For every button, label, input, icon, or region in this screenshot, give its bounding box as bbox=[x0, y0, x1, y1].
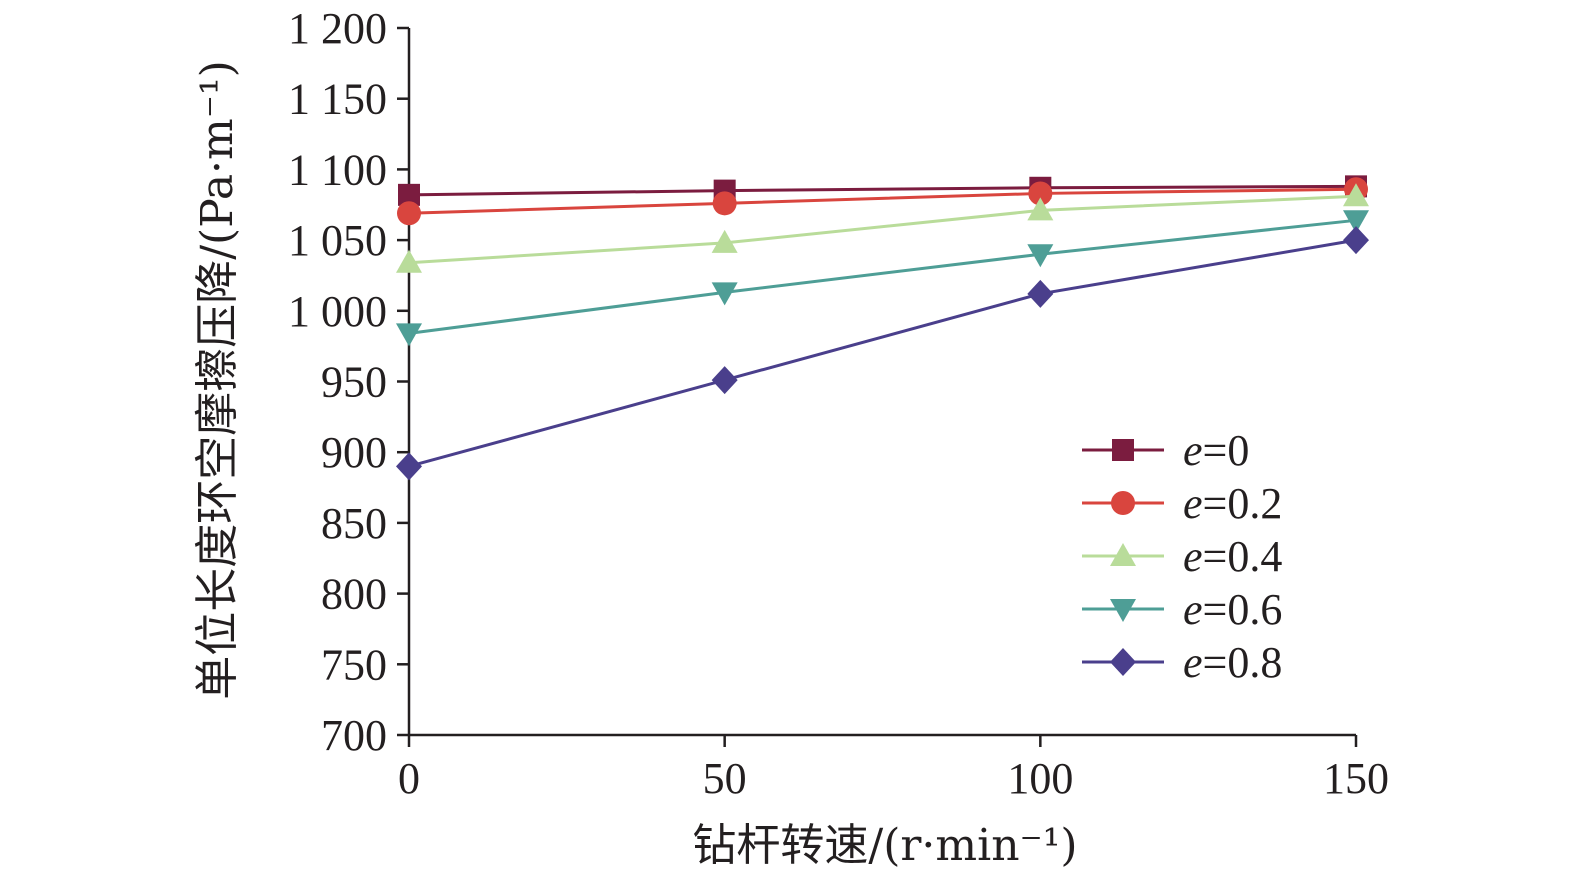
y-axis-title: 单位长度环空摩擦压降/(Pa·m⁻¹) bbox=[192, 60, 243, 700]
y-tick-label: 900 bbox=[321, 428, 387, 477]
legend-label: e=0.2 bbox=[1183, 479, 1282, 528]
series-layer bbox=[396, 175, 1369, 481]
data-point bbox=[396, 452, 422, 481]
y-tick-label: 700 bbox=[321, 711, 387, 760]
y-tick-label: 1 150 bbox=[288, 75, 387, 124]
series-e-0-6 bbox=[396, 210, 1369, 347]
data-point bbox=[1343, 226, 1369, 255]
series-line bbox=[408, 238, 1357, 468]
series-line bbox=[408, 187, 1357, 215]
series-e-0-4 bbox=[396, 183, 1369, 273]
x-tick-label: 150 bbox=[1323, 754, 1389, 803]
series-e-0-8 bbox=[396, 226, 1369, 481]
x-tick-label: 0 bbox=[398, 754, 420, 803]
y-tick-label: 1 050 bbox=[288, 216, 387, 265]
data-point bbox=[711, 282, 738, 306]
data-point bbox=[1027, 279, 1054, 308]
legend-item: e=0.6 bbox=[1082, 585, 1282, 634]
y-tick-label: 1 200 bbox=[288, 4, 387, 53]
data-point bbox=[711, 229, 738, 253]
series-e-0-2 bbox=[397, 177, 1368, 226]
x-axis-ticks: 0 50 100 150 bbox=[398, 735, 1389, 803]
legend: e=0e=0.2e=0.4e=0.6e=0.8 bbox=[1082, 426, 1282, 687]
legend-item: e=0.4 bbox=[1082, 532, 1282, 581]
y-tick-label: 850 bbox=[321, 499, 387, 548]
y-tick-label: 1 100 bbox=[288, 145, 387, 194]
data-point bbox=[396, 249, 422, 273]
series-line bbox=[408, 218, 1357, 335]
legend-label: e=0.6 bbox=[1183, 585, 1282, 634]
data-point bbox=[1028, 181, 1053, 206]
data-point bbox=[396, 323, 422, 347]
legend-label: e=0.4 bbox=[1183, 532, 1282, 581]
legend-marker bbox=[1110, 599, 1136, 622]
y-tick-label: 800 bbox=[321, 570, 387, 619]
series-line bbox=[408, 184, 1357, 197]
y-tick-label: 1 000 bbox=[288, 287, 387, 336]
series-line bbox=[408, 194, 1357, 265]
legend-item: e=0.2 bbox=[1082, 479, 1282, 528]
x-tick-label: 100 bbox=[1007, 754, 1073, 803]
legend-item: e=0 bbox=[1082, 426, 1249, 475]
data-point bbox=[398, 183, 420, 206]
y-tick-label: 950 bbox=[321, 358, 387, 407]
legend-label: e=0.8 bbox=[1183, 638, 1282, 687]
x-axis-title: 钻杆转速/(r·min⁻¹) bbox=[692, 820, 1077, 871]
data-point bbox=[1027, 244, 1054, 268]
legend-marker bbox=[1110, 648, 1136, 676]
legend-item: e=0.8 bbox=[1082, 638, 1282, 687]
data-point bbox=[397, 201, 421, 226]
legend-marker bbox=[1112, 439, 1134, 461]
data-point bbox=[712, 191, 737, 216]
data-point bbox=[1343, 210, 1369, 234]
data-point bbox=[711, 366, 738, 395]
legend-marker bbox=[1111, 491, 1135, 515]
y-axis-ticks: 700 750 800 850 900 950 1 000 1 050 1 100 1 150 1 … bbox=[288, 4, 409, 760]
data-point bbox=[1343, 183, 1369, 207]
legend-marker bbox=[1110, 543, 1136, 566]
x-tick-label: 50 bbox=[703, 754, 747, 803]
y-tick-label: 750 bbox=[321, 640, 387, 689]
legend-label: e=0 bbox=[1183, 426, 1249, 475]
data-point bbox=[1027, 197, 1054, 221]
